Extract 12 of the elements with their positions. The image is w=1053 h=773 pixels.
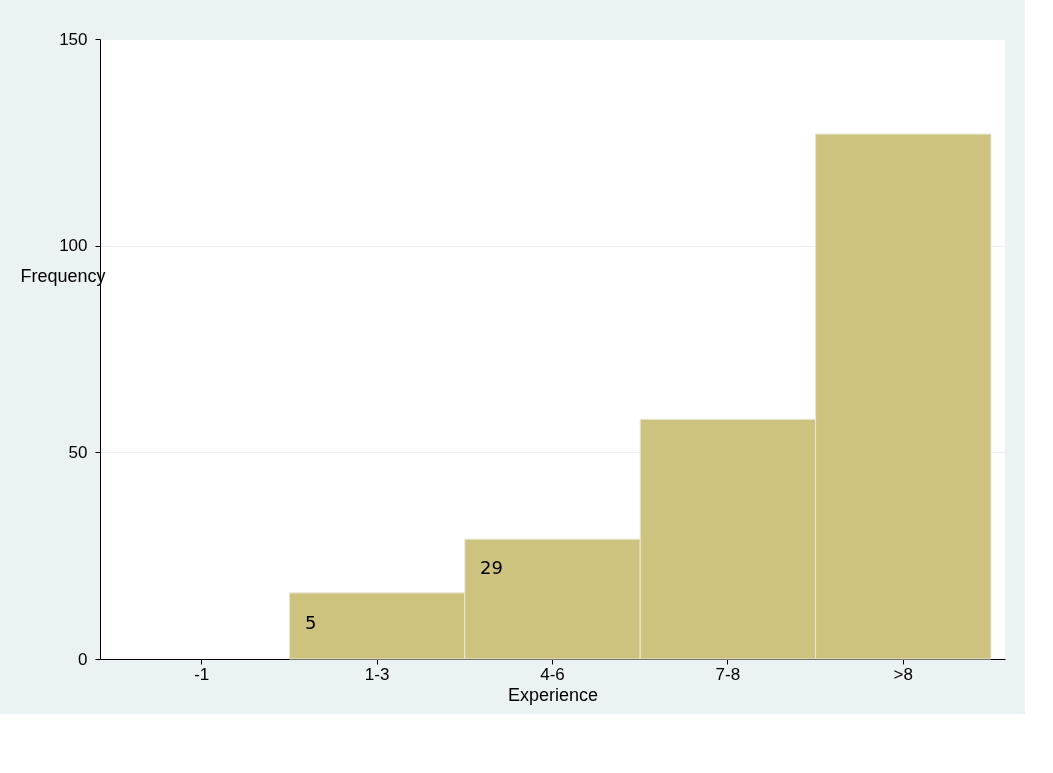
y-tick-label: 50: [68, 442, 88, 462]
x-tick-label: >8: [893, 664, 913, 684]
x-tick-label: 1-3: [364, 664, 390, 684]
annotation: 5: [305, 612, 317, 633]
x-axis-title: Experience: [507, 684, 599, 705]
y-tick-label: 150: [59, 29, 88, 49]
x-tick-label: 4-6: [540, 664, 565, 684]
y-tick-label: 100: [59, 236, 88, 256]
x-tick-label: -1: [194, 664, 210, 684]
y-tick-label: 0: [78, 649, 88, 669]
x-tick-label: 7-8: [715, 664, 741, 684]
annotation: 29: [480, 557, 503, 578]
